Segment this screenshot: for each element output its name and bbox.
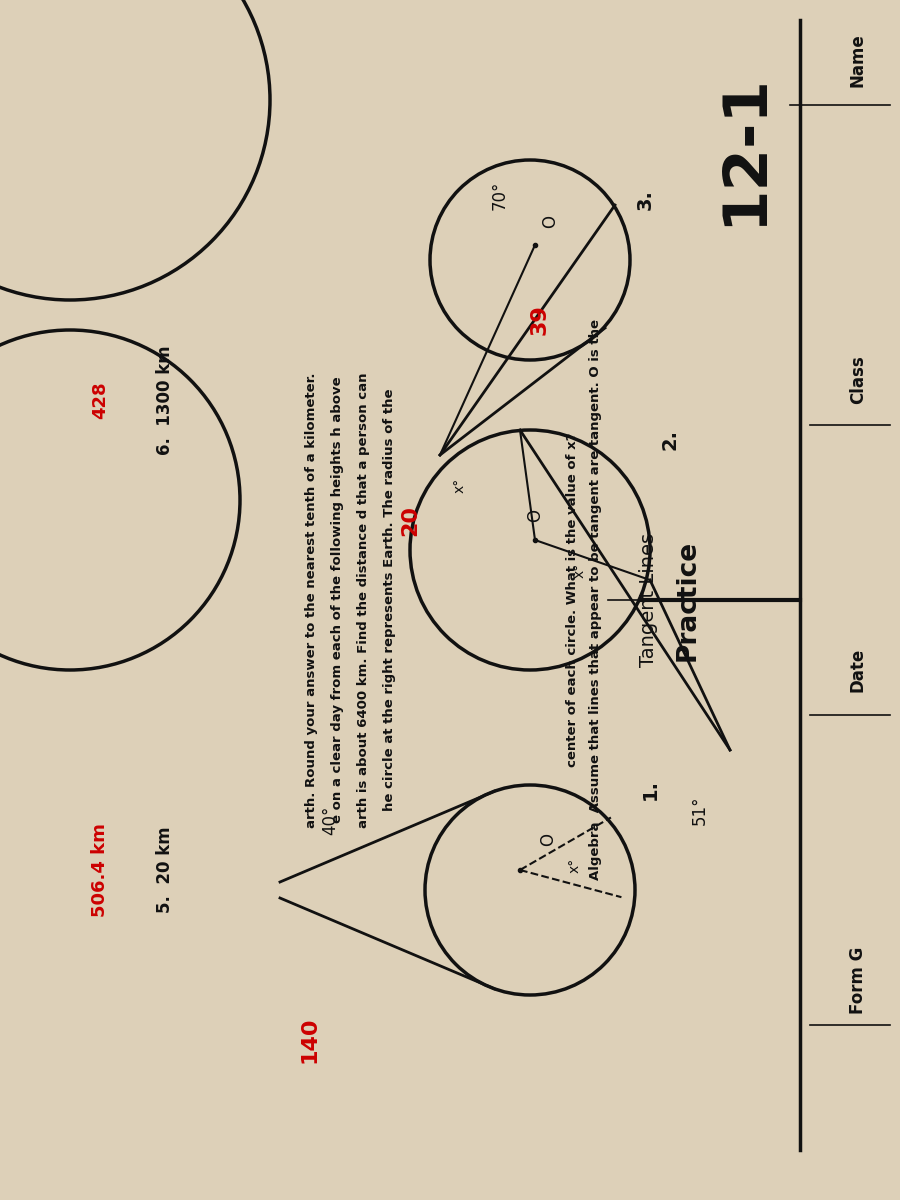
Text: x°: x° xyxy=(453,478,467,493)
Text: 70°: 70° xyxy=(491,180,509,210)
Text: 140: 140 xyxy=(300,1016,320,1063)
Text: 51°: 51° xyxy=(691,796,709,824)
Text: 6.  1300 km: 6. 1300 km xyxy=(156,346,174,455)
Text: 3.: 3. xyxy=(635,190,654,210)
Text: x°: x° xyxy=(573,563,587,577)
Text: x°: x° xyxy=(568,857,582,872)
Text: Form G: Form G xyxy=(849,947,867,1014)
Text: O: O xyxy=(526,509,544,522)
Text: center of each circle. What is the value of x?: center of each circle. What is the value… xyxy=(565,433,579,767)
Text: O: O xyxy=(541,216,559,228)
Text: 5.  20 km: 5. 20 km xyxy=(156,827,174,913)
Text: O: O xyxy=(539,834,557,846)
Text: Practice: Practice xyxy=(675,540,701,660)
Text: arth is about 6400 km. Find the distance d that a person can: arth is about 6400 km. Find the distance… xyxy=(357,372,371,828)
Text: 20: 20 xyxy=(400,504,420,535)
Text: Algebra  Assume that lines that appear to be tangent are tangent. O is the: Algebra Assume that lines that appear to… xyxy=(589,319,601,881)
Text: Class: Class xyxy=(849,355,867,404)
Text: Name: Name xyxy=(849,34,867,86)
Text: 1.: 1. xyxy=(641,780,660,800)
Text: 39: 39 xyxy=(530,305,550,335)
Text: e on a clear day from each of the following heights h above: e on a clear day from each of the follow… xyxy=(331,377,345,823)
Text: 428: 428 xyxy=(91,382,109,419)
Text: Tangent Lines: Tangent Lines xyxy=(638,533,658,667)
Text: Date: Date xyxy=(849,648,867,692)
Text: arth. Round your answer to the nearest tenth of a kilometer.: arth. Round your answer to the nearest t… xyxy=(305,372,319,828)
Text: 40°: 40° xyxy=(321,805,339,835)
Text: 506.4 km: 506.4 km xyxy=(91,823,109,917)
Text: 2.: 2. xyxy=(661,430,680,450)
Text: he circle at the right represents Earth. The radius of the: he circle at the right represents Earth.… xyxy=(383,389,397,811)
Text: 12-1: 12-1 xyxy=(716,73,775,227)
